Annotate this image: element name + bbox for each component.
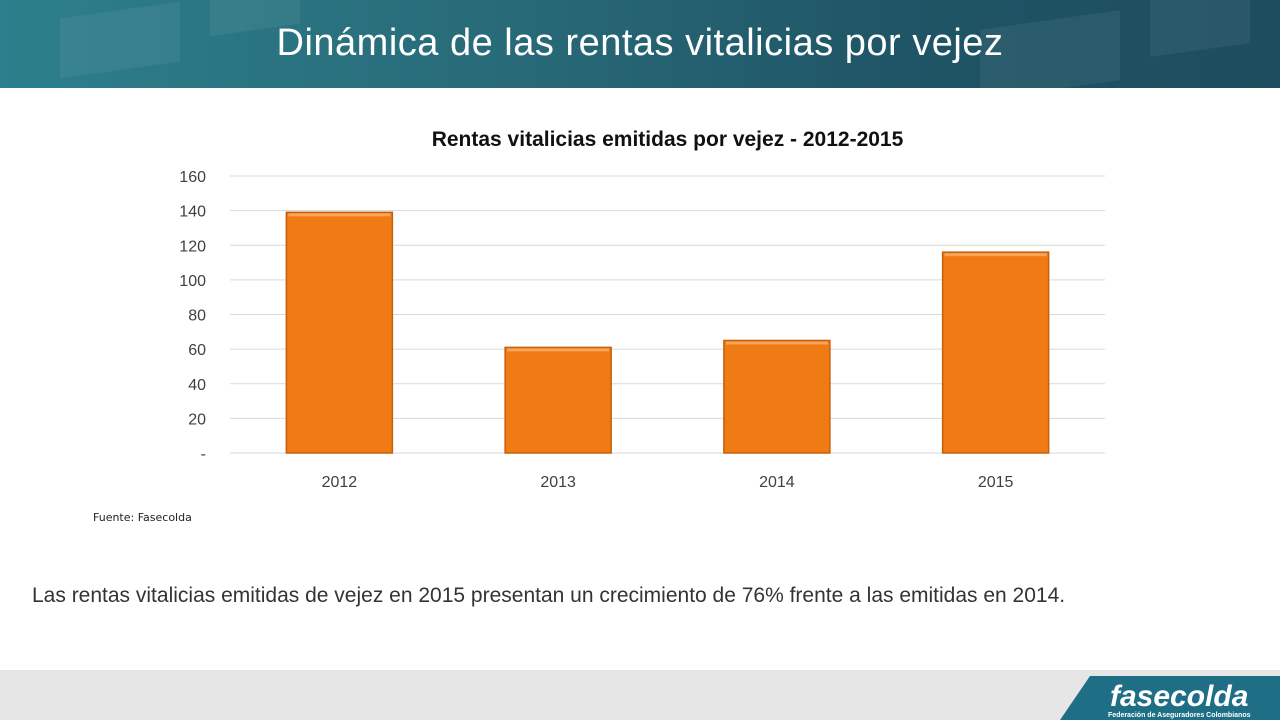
y-axis-ticks: - 20 40 60 80 100 120 140 160 — [179, 169, 206, 463]
y-tick-label: 100 — [179, 273, 206, 290]
bar-2015 — [941, 251, 1050, 454]
y-tick-label: 140 — [179, 204, 206, 221]
x-tick-label: 2012 — [322, 474, 358, 491]
x-tick-label: 2015 — [978, 474, 1014, 491]
bar-2012 — [285, 211, 394, 454]
chart-bars — [285, 211, 1050, 454]
x-tick-label: 2013 — [540, 474, 576, 491]
bar-2014 — [723, 339, 831, 454]
source-note: Fuente: Fasecolda — [93, 511, 192, 524]
bar-highlight — [288, 213, 391, 217]
bar-highlight — [944, 253, 1047, 257]
summary-text: Las rentas vitalicias emitidas de vejez … — [32, 584, 1066, 607]
header-banner: Dinámica de las rentas vitalicias por ve… — [0, 0, 1280, 88]
slide-title: Dinámica de las rentas vitalicias por ve… — [276, 22, 1004, 64]
bar-highlight — [725, 341, 828, 345]
y-tick-label: 40 — [188, 377, 206, 394]
svg-text:fasecolda: fasecolda — [1110, 680, 1248, 713]
y-tick-label: 60 — [188, 342, 206, 359]
y-tick-label: 80 — [188, 308, 206, 325]
fasecolda-logo: fasecolda Federación de Aseguradores Col… — [1010, 670, 1280, 720]
y-tick-label: 120 — [179, 238, 206, 255]
svg-text:Federación de Aseguradores Col: Federación de Aseguradores Colombianos — [1108, 712, 1251, 719]
bar-highlight — [507, 348, 610, 352]
y-tick-label: - — [201, 446, 206, 463]
y-tick-label: 160 — [179, 169, 206, 186]
bar-chart: - 20 40 60 80 100 120 140 160 2012 2013 2014 2015 — [179, 169, 1105, 491]
bar-2013 — [504, 346, 612, 454]
chart-title: Rentas vitalicias emitidas por vejez - 2… — [431, 128, 904, 151]
y-tick-label: 20 — [188, 411, 206, 428]
x-axis-ticks: 2012 2013 2014 2015 — [322, 474, 1014, 491]
x-tick-label: 2014 — [759, 474, 795, 491]
